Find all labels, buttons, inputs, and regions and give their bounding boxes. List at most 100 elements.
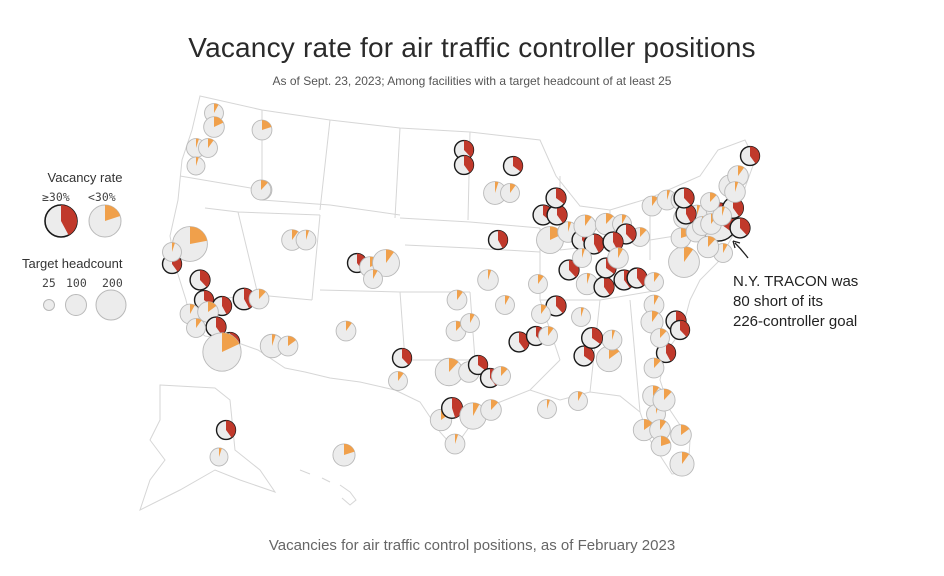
facility-vacancy-wedge [681,424,690,435]
facility-vacancy-wedge [449,358,459,372]
facility-vacancy-wedge [402,348,412,365]
facility-vacancy-wedge [587,273,591,284]
facility-marker-ny2 [673,187,695,209]
facility-marker-fl7 [650,435,672,457]
facility-vacancy-wedge [582,248,585,258]
facility-vacancy-wedge [190,226,208,244]
facility-vacancy-wedge [644,419,653,430]
facility-marker-fl6 [652,388,676,412]
chart-subtitle: As of Sept. 23, 2023; Among facilities w… [272,74,672,88]
facility-marker-fl-mia [669,451,695,477]
facility-marker-tx8 [444,433,466,455]
facility-vacancy-wedge [386,249,394,263]
facility-marker-mo2 [528,274,548,294]
facility-marker-sc2 [650,328,670,348]
facility-vacancy-wedge [491,399,499,410]
facility-marker-ok4 [460,313,480,333]
facility-vacancy-wedge [495,181,499,193]
facility-marker-in2 [593,276,615,298]
facility-marker-mn2 [500,183,520,203]
facility-vacancy-wedge [261,180,268,190]
facility-vacancy-wedge [661,436,671,446]
facility-vacancy-wedge [196,138,199,148]
facility-vacancy-wedge [613,232,623,251]
facility-marker-fl4 [632,418,656,442]
facility-vacancy-wedge [190,304,195,314]
facility-marker-tx6 [440,396,464,420]
facility-marker-va-pct [668,246,700,278]
facility-vacancy-wedge [654,272,660,282]
facility-marker-wi3 [545,187,567,209]
facility-marker-tx2 [467,354,489,376]
legend-size-swatches [43,289,127,321]
facility-marker-nc4 [669,319,691,341]
facility-vacancy-wedge [214,116,224,127]
legend-size-200: 200 [102,276,123,290]
facility-marker-nh1 [700,192,720,212]
facility-vacancy-wedge [581,307,584,317]
facility-marker-ky3 [572,248,592,268]
facility-vacancy-wedge [568,221,572,232]
facility-marker-la1 [538,326,558,346]
facility-vacancy-wedge [664,388,672,400]
facility-vacancy-wedge [216,317,226,336]
facility-vacancy-wedge [288,336,297,346]
facility-vacancy-wedge [618,247,623,258]
facility-marker-mo3 [571,307,591,327]
facility-vacancy-wedge [622,214,627,224]
facility-vacancy-wedge [740,218,750,236]
facility-vacancy-wedge [666,343,676,362]
facility-vacancy-wedge [735,181,739,192]
facility-marker-tx7 [480,399,502,421]
facility-marker-ks1 [477,269,499,291]
facility-marker-nc1 [643,294,665,316]
facility-vacancy-wedge [697,205,701,215]
facility-vacancy-wedge [738,165,745,176]
facility-marker-ok1 [446,289,468,311]
legend-low-label: <30% [88,190,116,204]
facility-vacancy-wedge [667,190,671,200]
facility-vacancy-wedge [259,289,266,299]
facility-marker-az2 [277,335,299,357]
facility-marker-co-denver [372,249,400,277]
facility-marker-ny5 [696,235,720,259]
facility-marker-me1 [739,145,761,167]
facility-marker-mn1 [502,155,524,177]
facility-vacancy-wedge [686,204,696,223]
facility-vacancy-wedge [222,296,232,315]
facility-marker-tx4 [491,366,511,386]
facility-marker-mi2 [573,214,597,238]
facility-marker-ne1 [495,295,515,315]
facility-vacancy-wedge [556,188,566,204]
facility-marker-ak2 [209,447,229,467]
facility-vacancy-wedge [557,205,567,224]
legend-size-circle-200 [95,289,127,321]
annotation-arrowhead [732,240,741,249]
legend-headcount-title: Target headcount [22,256,123,271]
facility-vacancy-wedge [682,451,690,464]
facility-vacancy-wedge [653,385,660,396]
legend-low-swatch [88,204,122,238]
legend-size-circle-25 [43,299,55,311]
facility-vacancy-wedge [306,230,310,240]
facility-marker-ct1 [729,217,751,239]
facility-vacancy-wedge [346,321,352,331]
facility-vacancy-wedge [473,402,480,416]
facility-vacancy-wedge [226,420,236,438]
facility-vacancy-wedge [578,391,583,401]
facility-vacancy-wedge [594,234,604,253]
facility-vacancy-wedge [208,301,217,312]
facility-marker-ga2 [580,326,604,350]
facility-marker-ny1 [675,203,697,225]
facility-marker-oh1 [626,267,648,289]
facility-vacancy-wedge [478,355,488,371]
facility-vacancy-wedge [541,304,547,314]
facility-marker-hi1 [332,443,356,467]
chart-title: Vacancy rate for air traffic controller … [188,32,756,63]
ny-tracon-annotation: N.Y. TRACON was 80 short of its 226-cont… [733,272,858,332]
facility-marker-ga-atl [595,345,623,373]
annotation-line-3: 226-controller goal [733,313,858,330]
hawaii-outline [299,469,357,506]
facility-marker-ky2 [602,231,624,253]
facility-marker-wi2 [546,204,568,226]
